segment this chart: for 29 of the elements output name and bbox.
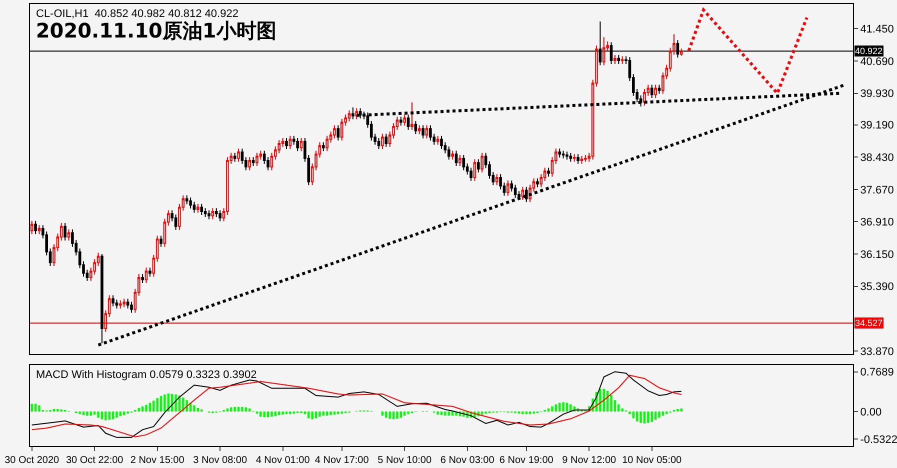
y-tick-label: 33.870 xyxy=(860,346,894,358)
x-tick-label: 6 Nov 03:00 xyxy=(440,455,495,466)
x-tick-label: 30 Oct 2020 xyxy=(4,455,60,466)
y-tick-label: 36.150 xyxy=(860,248,894,261)
y-tick-label: 39.190 xyxy=(860,120,894,132)
x-tick-label: 3 Nov 08:00 xyxy=(193,455,248,466)
y-tick-label: 40.690 xyxy=(860,56,894,68)
ref-line-label: 40.922 xyxy=(855,46,883,56)
y-tick-label: -0.5322 xyxy=(860,434,897,446)
y-tick-label: 0.00 xyxy=(860,406,882,418)
y-tick-label: 38.430 xyxy=(860,152,894,164)
x-tick-label: 9 Nov 12:00 xyxy=(562,455,617,466)
x-tick-label: 4 Nov 17:00 xyxy=(314,455,370,466)
y-tick-label: 39.930 xyxy=(860,88,894,100)
x-tick-label: 4 Nov 01:00 xyxy=(256,455,310,466)
x-tick-label: 5 Nov 10:00 xyxy=(378,455,432,466)
x-tick-label: 6 Nov 19:00 xyxy=(499,455,554,466)
x-tick-label: 30 Oct 22:00 xyxy=(66,455,124,466)
y-tick-label: 0.7689 xyxy=(860,366,894,379)
y-tick-label: 41.450 xyxy=(860,24,894,36)
annotation: MACD With Histogram 0.0579 0.3323 0.3902 xyxy=(36,369,257,381)
x-tick-label: 2 Nov 15:00 xyxy=(130,455,185,466)
y-tick-label: 36.910 xyxy=(860,216,894,229)
y-tick-label: 35.390 xyxy=(860,281,894,294)
annotation: CL-OIL,H1 40.852 40.982 40.812 40.922 xyxy=(36,8,238,20)
text: 2020.11.10原油1小时图 xyxy=(36,18,276,43)
y-tick-label: 37.670 xyxy=(860,184,894,196)
x-tick-label: 10 Nov 05:00 xyxy=(622,455,682,466)
ref-line-label: 34.527 xyxy=(855,318,883,328)
